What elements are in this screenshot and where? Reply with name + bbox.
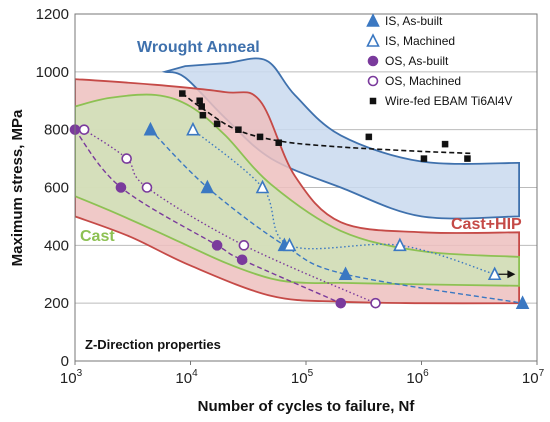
point-is-as-built — [200, 179, 215, 194]
point-wire-fed-ebam-ti6al4v — [464, 155, 471, 162]
point-os-machined — [121, 153, 132, 164]
point-wire-fed-ebam-ti6al4v — [198, 103, 205, 110]
point-is-machined — [393, 237, 407, 252]
point-is-as-built — [515, 295, 530, 309]
x-tick-label: 107 — [522, 368, 545, 387]
x-tick-label: 105 — [291, 368, 314, 387]
point-wire-fed-ebam-ti6al4v — [213, 120, 221, 128]
point-is-machined — [186, 121, 200, 136]
point-os-machined — [238, 240, 250, 251]
point-is-as-built — [143, 121, 158, 136]
annotation-cast-hip: Cast+HIP — [451, 216, 522, 233]
y-tick-label: 600 — [44, 180, 69, 197]
point-os-as-built — [115, 182, 127, 193]
legend-label-os-machined: OS, Machined — [385, 74, 461, 88]
point-wire-fed-ebam-ti6al4v — [365, 133, 373, 141]
legend-marker-is-machined — [366, 33, 380, 47]
point-wire-fed-ebam-ti6al4v — [199, 111, 207, 119]
legend-marker-is-as-built — [366, 13, 380, 27]
legend: IS, As-built IS, Machined OS, As-built OS, … — [366, 13, 512, 108]
point-wire-fed-ebam-ti6al4v — [275, 139, 282, 146]
band-cast — [75, 93, 520, 287]
point-os-as-built — [211, 240, 223, 251]
point-wire-fed-ebam-ti6al4v — [196, 97, 203, 104]
point-wire-fed-ebam-ti6al4v — [420, 155, 428, 162]
point-is-machined — [487, 266, 502, 281]
x-axis-title: Number of cycles to failure, Nf — [198, 398, 416, 415]
legend-label-wire-fed-ebam-ti6al4v: Wire-fed EBAM Ti6Al4V — [385, 94, 512, 108]
annotation-wrought-anneal: Wrought Anneal — [137, 39, 260, 56]
y-tick-label: 0 — [61, 353, 69, 370]
trend-line — [149, 129, 523, 304]
y-axis-title: Maximum stress, MPa — [9, 109, 26, 266]
x-tick-label: 103 — [60, 368, 83, 387]
y-tick-label: 800 — [44, 122, 69, 139]
trend-line — [83, 129, 376, 304]
data-points — [69, 90, 530, 309]
legend-marker-wire-fed-ebam-ti6al4v — [369, 97, 377, 105]
point-wire-fed-ebam-ti6al4v — [256, 133, 264, 141]
legend-label-is-as-built: IS, As-built — [385, 14, 443, 28]
legend-marker-os-as-built — [367, 55, 379, 67]
y-tick-label: 200 — [44, 295, 69, 312]
point-wire-fed-ebam-ti6al4v — [235, 126, 242, 133]
point-is-machined — [255, 179, 270, 194]
legend-label-is-machined: IS, Machined — [385, 34, 455, 48]
point-wire-fed-ebam-ti6al4v — [179, 90, 186, 97]
point-os-as-built — [335, 297, 347, 309]
y-tick-label: 1200 — [36, 6, 69, 23]
point-os-machined — [370, 297, 381, 309]
annotation-cast: Cast — [80, 228, 115, 245]
y-tick-label: 400 — [44, 237, 69, 254]
y-tick-label: 1000 — [36, 64, 69, 81]
legend-label-os-as-built: OS, As-built — [385, 54, 449, 68]
point-os-machined — [78, 124, 90, 135]
x-tick-label: 106 — [406, 368, 429, 387]
point-is-machined — [282, 237, 297, 252]
point-os-machined — [141, 182, 153, 193]
point-os-as-built — [236, 254, 248, 266]
point-wire-fed-ebam-ti6al4v — [441, 140, 449, 148]
axis-ticks: 0 200 400 600 800 1000 1200 103 104 105 106 107 — [36, 6, 545, 387]
legend-marker-os-machined — [367, 75, 379, 87]
x-tick-label: 104 — [175, 368, 198, 387]
annotation-z-direction: Z-Direction properties — [85, 337, 221, 352]
point-is-as-built — [338, 266, 353, 281]
runout-arrowhead — [507, 270, 516, 279]
